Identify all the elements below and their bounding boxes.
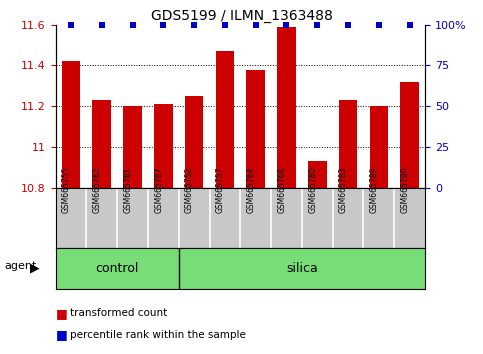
- Text: GSM665755: GSM665755: [62, 166, 71, 213]
- Text: silica: silica: [286, 262, 318, 275]
- Text: ■: ■: [56, 307, 67, 320]
- Bar: [308, 161, 327, 188]
- Bar: [400, 82, 419, 188]
- Text: GSM665763: GSM665763: [93, 166, 102, 213]
- Bar: [154, 104, 172, 188]
- Text: GSM665757: GSM665757: [216, 166, 225, 213]
- Text: GSM665790: GSM665790: [400, 166, 410, 213]
- Text: transformed count: transformed count: [70, 308, 167, 318]
- Text: ▶: ▶: [30, 262, 40, 275]
- Text: control: control: [96, 262, 139, 275]
- Text: percentile rank within the sample: percentile rank within the sample: [70, 330, 246, 339]
- Bar: [185, 96, 203, 188]
- Text: GSM665789: GSM665789: [370, 166, 379, 213]
- Text: GSM665783: GSM665783: [339, 166, 348, 213]
- Bar: [123, 106, 142, 188]
- Text: GSM665752: GSM665752: [185, 166, 194, 213]
- Bar: [62, 61, 80, 188]
- Text: agent: agent: [5, 261, 37, 272]
- Bar: [369, 106, 388, 188]
- Bar: [215, 51, 234, 188]
- Text: GSM665768: GSM665768: [277, 166, 286, 213]
- Bar: [339, 100, 357, 188]
- Bar: [92, 100, 111, 188]
- Text: ■: ■: [56, 328, 67, 341]
- Text: GSM665764: GSM665764: [247, 166, 256, 213]
- Text: GSM665787: GSM665787: [154, 166, 163, 213]
- Bar: [277, 27, 296, 188]
- Text: GSM665780: GSM665780: [308, 166, 317, 213]
- Text: GDS5199 / ILMN_1363488: GDS5199 / ILMN_1363488: [151, 9, 332, 23]
- Bar: [246, 69, 265, 188]
- Text: GSM665781: GSM665781: [124, 166, 132, 212]
